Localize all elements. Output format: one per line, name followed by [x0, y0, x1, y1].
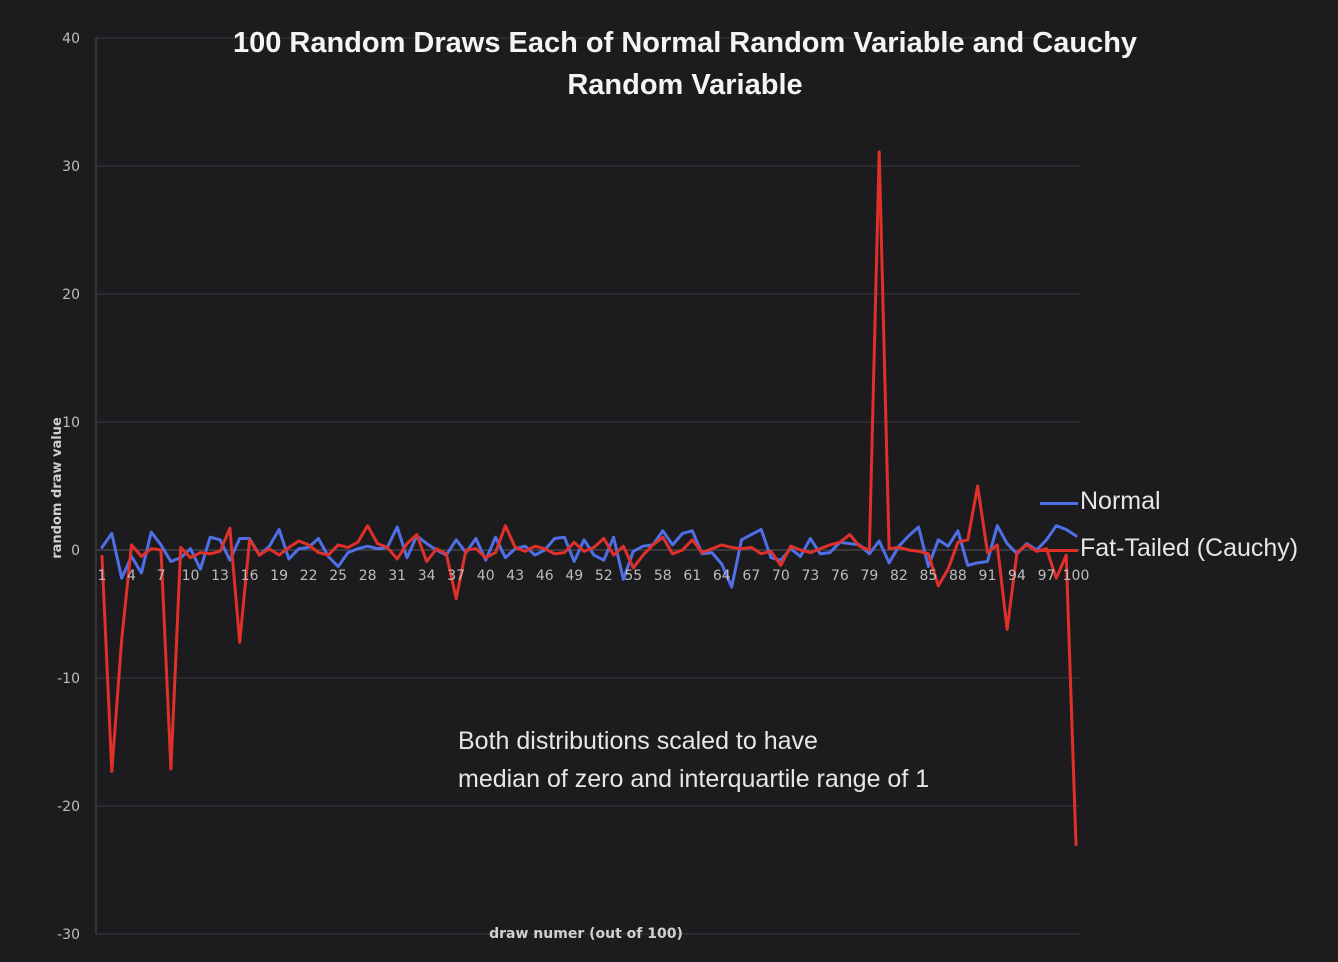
y-tick-label: 30: [62, 159, 80, 175]
x-tick-label: 76: [831, 568, 849, 584]
x-tick-label: 82: [890, 568, 908, 584]
x-tick-label: 67: [742, 568, 760, 584]
x-tick-label: 70: [772, 568, 790, 584]
x-tick-label: 10: [182, 568, 200, 584]
legend-swatch-normal: [1040, 502, 1078, 505]
y-tick-label: 10: [62, 415, 80, 431]
x-tick-label: 91: [979, 568, 997, 584]
chart-title: 100 Random Draws Each of Normal Random V…: [0, 22, 1338, 106]
x-tick-label: 25: [329, 568, 347, 584]
chart-title-line-1: 100 Random Draws Each of Normal Random V…: [232, 27, 1138, 59]
y-tick-label: -30: [57, 927, 80, 943]
x-tick-label: 49: [565, 568, 583, 584]
annotation-line-1: Both distributions scaled to have: [458, 727, 818, 755]
x-axis-label: draw numer (out of 100): [489, 926, 683, 942]
x-tick-label: 94: [1008, 568, 1026, 584]
chart-title-line-2: Random Variable: [567, 69, 803, 101]
x-tick-label: 43: [506, 568, 524, 584]
series-line-cauchy: [100, 150, 1078, 846]
x-tick-label: 52: [595, 568, 613, 584]
x-tick-label: 64: [713, 568, 731, 584]
axes: [95, 38, 1080, 934]
y-axis-label: random draw value: [50, 417, 65, 559]
x-tick-label: 19: [270, 568, 288, 584]
x-tick-label: 13: [211, 568, 229, 584]
x-tick-labels: 1 4 7 10 13 16 19 22 25 28 31 34 37 40 43 46 49 52 55 58 61 6…: [98, 568, 1090, 584]
x-tick-label: 73: [801, 568, 819, 584]
x-tick-label: 85: [920, 568, 938, 584]
y-tick-label: 0: [71, 543, 80, 559]
x-tick-label: 37: [447, 568, 465, 584]
x-tick-label: 28: [359, 568, 377, 584]
x-tick-label: 40: [477, 568, 495, 584]
x-tick-label: 31: [388, 568, 406, 584]
y-tick-label: 40: [62, 31, 80, 47]
x-tick-label: 7: [157, 568, 166, 584]
x-tick-label: 16: [241, 568, 259, 584]
gridlines: [96, 37, 1080, 935]
x-tick-label: 34: [418, 568, 436, 584]
legend-label-cauchy: Fat-Tailed (Cauchy): [1080, 534, 1299, 562]
x-tick-label: 55: [624, 568, 642, 584]
y-tick-label: -10: [57, 671, 80, 687]
legend-label-normal: Normal: [1080, 487, 1161, 515]
x-tick-label: 97: [1038, 568, 1056, 584]
y-tick-label: -20: [57, 799, 80, 815]
x-tick-label: 4: [127, 568, 136, 584]
x-tick-label: 1: [98, 568, 107, 584]
annotation-line-2: median of zero and interquartile range o…: [458, 765, 930, 793]
x-tick-label: 22: [300, 568, 318, 584]
y-tick-label: 20: [62, 287, 80, 303]
series-lines: [100, 150, 1078, 846]
x-tick-label: 79: [860, 568, 878, 584]
annotation-note: Both distributions scaled to have median…: [458, 722, 929, 798]
x-tick-label: 61: [683, 568, 701, 584]
y-tick-labels: -30 -20 -10 0 10 20 30 40: [57, 31, 80, 943]
x-tick-label: 58: [654, 568, 672, 584]
x-tick-label: 100: [1063, 568, 1090, 584]
legend-swatch-cauchy: [1040, 549, 1078, 552]
x-tick-label: 88: [949, 568, 967, 584]
x-tick-label: 46: [536, 568, 554, 584]
